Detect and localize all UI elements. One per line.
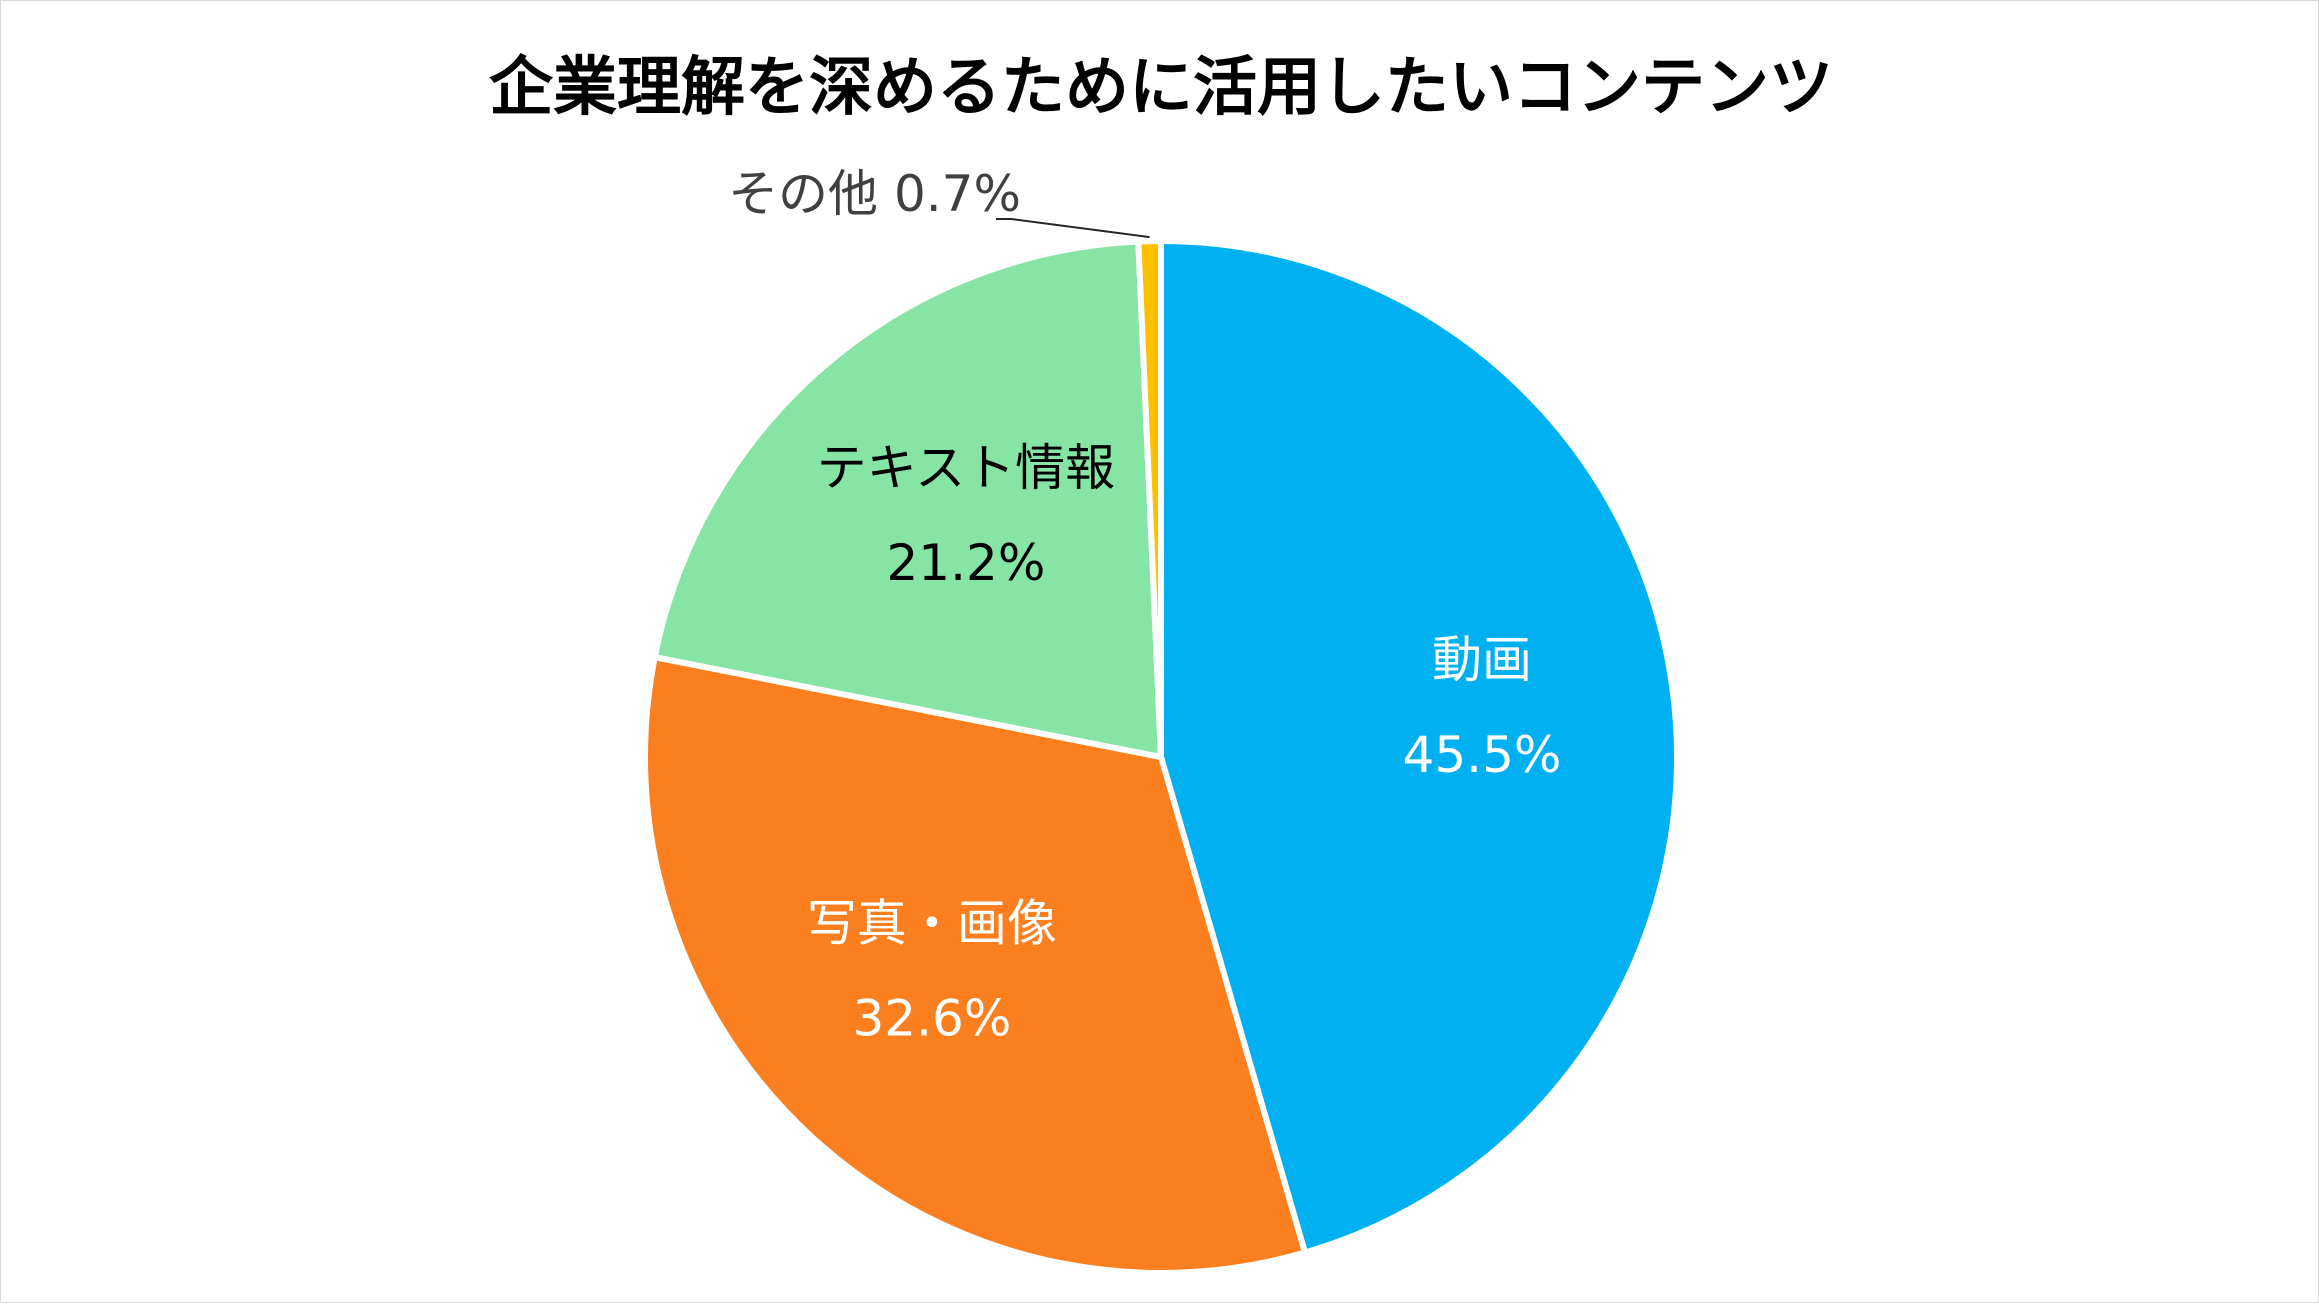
pie-slice-3 (651, 238, 1164, 760)
slice-value-label: 21.2% (886, 534, 1045, 592)
slice-category-label: テキスト情報 (817, 439, 1116, 497)
slice-category-label: 動画 (1432, 631, 1532, 689)
chart-title: 企業理解を深めるために活用したいコンテンツ (489, 51, 1833, 125)
pie-slices (642, 238, 1680, 1276)
slice-outside-label: その他 0.7% (728, 165, 1021, 223)
pie-slice-1 (1158, 238, 1680, 1256)
slice-category-label: その他 (728, 165, 878, 223)
slice-value-label: 32.6% (852, 989, 1011, 1047)
slice-value-label: 45.5% (1403, 726, 1562, 784)
pie-slice-4 (1135, 238, 1164, 760)
label-spacer (878, 165, 894, 223)
slice-value-label: 0.7% (894, 165, 1021, 223)
pie-slice-2 (642, 654, 1308, 1276)
leader-line (996, 218, 1150, 239)
slice-category-label: 写真・画像 (807, 894, 1057, 952)
pie-labels: 動画 45.5% 写真・画像 32.6% テキスト情報 21.2% その他 0.7% (728, 165, 1561, 1047)
